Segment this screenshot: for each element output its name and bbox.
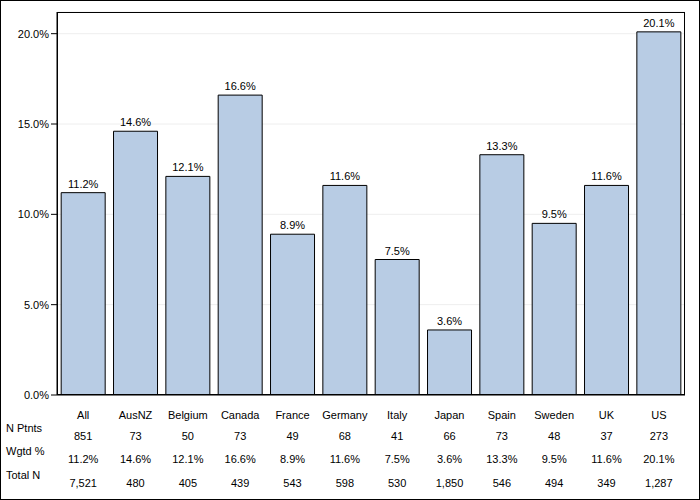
html-text:Total N: Total N xyxy=(6,469,41,481)
svg-text:48: 48 xyxy=(548,430,560,442)
svg-text:11.6%: 11.6% xyxy=(330,170,361,182)
svg-text:73: 73 xyxy=(129,430,141,442)
svg-text:All: All xyxy=(77,409,89,421)
svg-text:3.6%: 3.6% xyxy=(437,453,462,465)
svg-text:13.3%: 13.3% xyxy=(486,140,517,152)
svg-text:16.6%: 16.6% xyxy=(225,80,256,92)
svg-text:16.6%: 16.6% xyxy=(225,453,256,465)
svg-text:9.5%: 9.5% xyxy=(542,453,567,465)
svg-text:50: 50 xyxy=(182,430,194,442)
svg-text:10.0%: 10.0% xyxy=(18,208,49,220)
svg-text:20.1%: 20.1% xyxy=(643,453,674,465)
svg-text:349: 349 xyxy=(597,477,615,489)
svg-text:Belgium: Belgium xyxy=(168,409,208,421)
svg-text:13.3%: 13.3% xyxy=(486,453,517,465)
svg-text:543: 543 xyxy=(283,477,301,489)
svg-text:0.0%: 0.0% xyxy=(24,389,49,401)
svg-text:US: US xyxy=(651,409,666,421)
svg-text:Canada: Canada xyxy=(221,409,260,421)
svg-text:7.5%: 7.5% xyxy=(385,453,410,465)
svg-text:AusNZ: AusNZ xyxy=(119,409,153,421)
svg-text:405: 405 xyxy=(179,477,197,489)
svg-text:73: 73 xyxy=(496,430,508,442)
svg-text:3.6%: 3.6% xyxy=(437,315,462,327)
svg-text:11.2%: 11.2% xyxy=(68,178,99,190)
svg-text:8.9%: 8.9% xyxy=(280,453,305,465)
html-text:Wgtd %: Wgtd % xyxy=(6,445,45,457)
svg-text:66: 66 xyxy=(443,430,455,442)
svg-text:11.6%: 11.6% xyxy=(591,453,622,465)
svg-text:Italy: Italy xyxy=(387,409,408,421)
svg-text:73: 73 xyxy=(234,430,246,442)
svg-text:12.1%: 12.1% xyxy=(172,453,203,465)
svg-text:68: 68 xyxy=(339,430,351,442)
svg-text:20.1%: 20.1% xyxy=(643,17,674,29)
svg-text:Japan: Japan xyxy=(435,409,465,421)
svg-text:480: 480 xyxy=(126,477,144,489)
svg-text:1,287: 1,287 xyxy=(645,477,673,489)
svg-text:49: 49 xyxy=(286,430,298,442)
html-text:N Ptnts: N Ptnts xyxy=(6,422,43,434)
svg-text:12.1%: 12.1% xyxy=(172,161,203,173)
svg-text:7,521: 7,521 xyxy=(69,477,97,489)
svg-text:530: 530 xyxy=(388,477,406,489)
svg-text:8.9%: 8.9% xyxy=(280,219,305,231)
svg-text:494: 494 xyxy=(545,477,563,489)
svg-text:5.0%: 5.0% xyxy=(24,299,49,311)
svg-text:9.5%: 9.5% xyxy=(542,208,567,220)
svg-text:France: France xyxy=(275,409,309,421)
svg-text:UK: UK xyxy=(599,409,615,421)
svg-text:11.2%: 11.2% xyxy=(68,453,99,465)
svg-text:7.5%: 7.5% xyxy=(385,245,410,257)
svg-text:598: 598 xyxy=(336,477,354,489)
svg-text:1,850: 1,850 xyxy=(436,477,464,489)
svg-text:851: 851 xyxy=(74,430,92,442)
svg-text:11.6%: 11.6% xyxy=(330,453,361,465)
svg-text:15.0%: 15.0% xyxy=(18,118,49,130)
svg-text:14.6%: 14.6% xyxy=(120,453,151,465)
svg-text:37: 37 xyxy=(600,430,612,442)
svg-text:11.6%: 11.6% xyxy=(591,170,622,182)
svg-text:14.6%: 14.6% xyxy=(120,116,151,128)
svg-text:20.0%: 20.0% xyxy=(18,28,49,40)
svg-text:546: 546 xyxy=(493,477,511,489)
svg-text:273: 273 xyxy=(650,430,668,442)
svg-text:Germany: Germany xyxy=(322,409,368,421)
svg-text:439: 439 xyxy=(231,477,249,489)
svg-text:Sweden: Sweden xyxy=(534,409,574,421)
svg-text:Spain: Spain xyxy=(488,409,516,421)
svg-text:41: 41 xyxy=(391,430,403,442)
